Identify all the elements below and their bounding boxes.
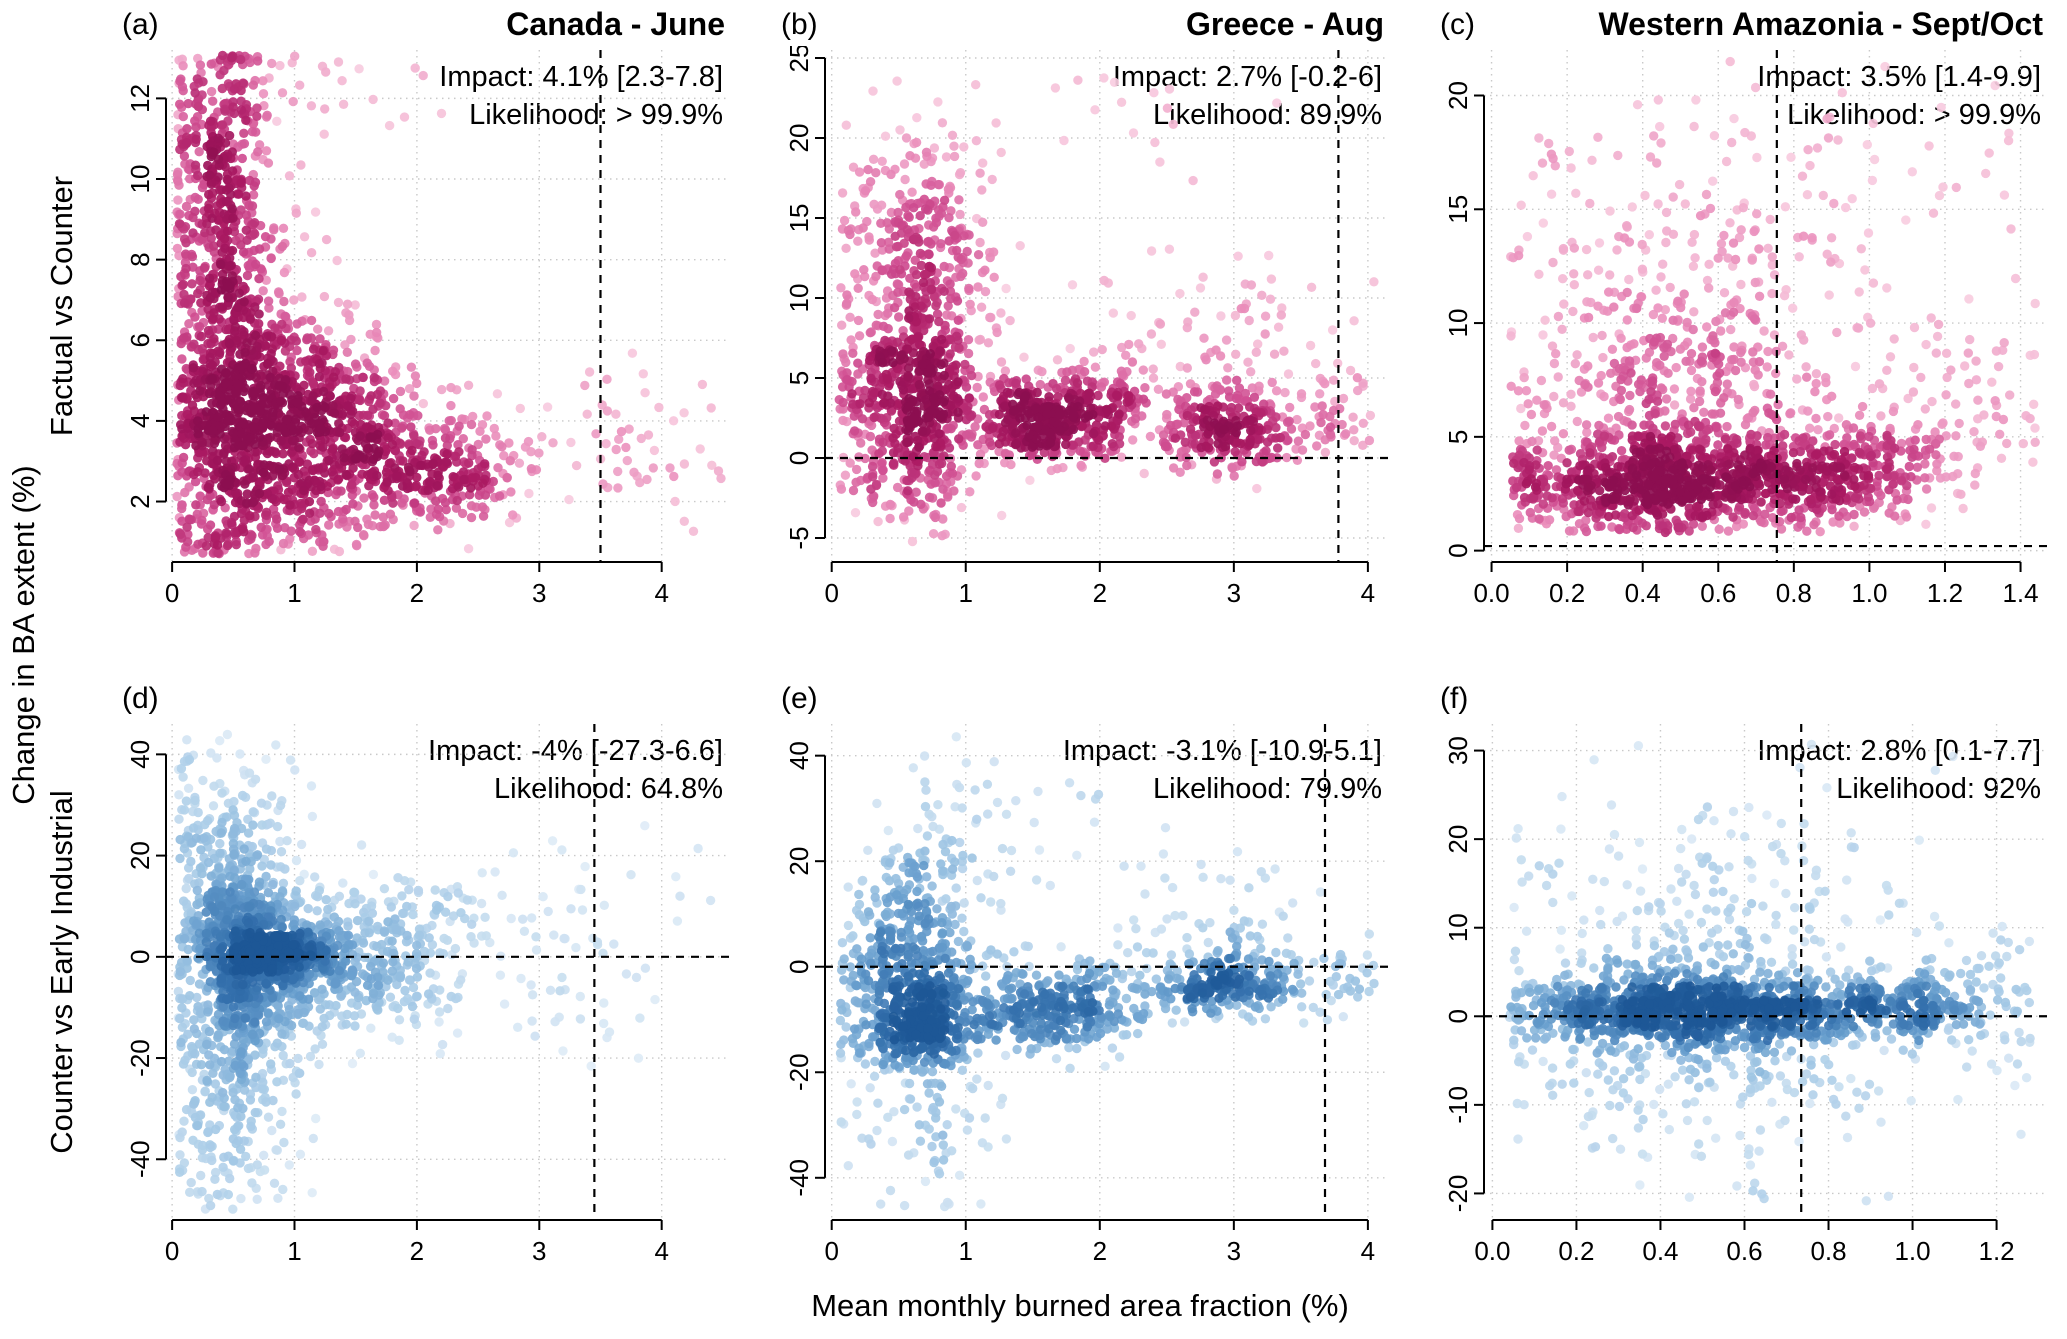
panel-e: (e) Impact: -3.1% [-10.9-5.1] Likelihood… xyxy=(747,680,1406,1276)
svg-text:-5: -5 xyxy=(784,526,814,549)
panel-title: Western Amazonia - Sept/Oct xyxy=(1598,6,2043,42)
svg-text:2: 2 xyxy=(1093,578,1107,608)
svg-text:2: 2 xyxy=(125,494,155,508)
panel-e-header: (e) xyxy=(747,680,1406,720)
svg-text:25: 25 xyxy=(784,46,814,72)
likelihood-annotation: Likelihood: 92% xyxy=(1836,773,2041,805)
panel-b-annotation: Impact: 2.7% [-0.2-6] Likelihood: 89.9% xyxy=(1113,58,1382,134)
panel-f-annotation: Impact: 2.8% [0.1-7.7] Likelihood: 92% xyxy=(1757,732,2041,808)
svg-text:20: 20 xyxy=(784,124,814,153)
impact-annotation: Impact: 4.1% [2.3-7.8] xyxy=(439,61,723,93)
panel-b-header: (b) Greece - Aug xyxy=(747,6,1406,46)
likelihood-annotation: Likelihood: 89.9% xyxy=(1153,99,1382,131)
svg-text:10: 10 xyxy=(125,165,155,194)
impact-annotation: Impact: -3.1% [-10.9-5.1] xyxy=(1062,735,1382,767)
impact-annotation: Impact: 2.7% [-0.2-6] xyxy=(1112,61,1382,93)
panel-label: (e) xyxy=(781,682,818,715)
svg-text:12: 12 xyxy=(125,84,155,113)
svg-text:1: 1 xyxy=(287,578,301,608)
svg-text:4: 4 xyxy=(125,414,155,428)
panel-a-annotation: Impact: 4.1% [2.3-7.8] Likelihood: > 99.… xyxy=(439,58,723,134)
panel-label: (d) xyxy=(122,682,159,715)
svg-text:3: 3 xyxy=(1227,578,1241,608)
likelihood-annotation: Likelihood: > 99.9% xyxy=(469,99,723,131)
svg-text:0: 0 xyxy=(165,578,179,608)
panel-e-annotation: Impact: -3.1% [-10.9-5.1] Likelihood: 79… xyxy=(1063,732,1382,808)
svg-text:1: 1 xyxy=(959,578,973,608)
y-axis-outer-label: Change in BA extent (%) xyxy=(6,465,41,805)
impact-annotation: Impact: -4% [-27.3-6.6] xyxy=(428,735,723,767)
svg-text:5: 5 xyxy=(784,371,814,385)
panel-label: (f) xyxy=(1440,682,1469,715)
panel-a-header: (a) Canada - June xyxy=(88,6,747,46)
svg-text:8: 8 xyxy=(125,252,155,266)
likelihood-annotation: Likelihood: 64.8% xyxy=(494,773,723,805)
x-axis-label: Mean monthly burned area fraction (%) xyxy=(811,1288,1349,1323)
panel-label: (c) xyxy=(1440,8,1475,41)
panel-c-header: (c) Western Amazonia - Sept/Oct xyxy=(1406,6,2065,46)
svg-text:6: 6 xyxy=(125,333,155,347)
svg-text:4: 4 xyxy=(654,578,668,608)
svg-text:0: 0 xyxy=(824,578,838,608)
svg-text:15: 15 xyxy=(784,204,814,233)
svg-text:3: 3 xyxy=(532,578,546,608)
panel-label: (a) xyxy=(122,8,159,41)
panel-title: Canada - June xyxy=(506,6,725,42)
panel-f-header: (f) xyxy=(1406,680,2065,720)
row-label-top: Factual vs Counter xyxy=(44,175,79,437)
row-label-bottom: Counter vs Early Industrial xyxy=(44,790,79,1154)
panel-label: (b) xyxy=(781,8,818,41)
panel-d-header: (d) xyxy=(88,680,747,720)
panel-d-annotation: Impact: -4% [-27.3-6.6] Likelihood: 64.8… xyxy=(428,732,723,808)
panel-b: (b) Greece - Aug Impact: 2.7% [-0.2-6] L… xyxy=(747,6,1406,618)
panel-title: Greece - Aug xyxy=(1186,6,1384,42)
likelihood-annotation: Likelihood: 79.9% xyxy=(1153,773,1382,805)
svg-text:10: 10 xyxy=(784,284,814,313)
panel-d: (d) Impact: -4% [-27.3-6.6] Likelihood: … xyxy=(88,680,747,1276)
panel-a: (a) Canada - June Impact: 4.1% [2.3-7.8]… xyxy=(88,6,747,618)
svg-text:4: 4 xyxy=(1361,578,1375,608)
panel-c: (c) Western Amazonia - Sept/Oct Impact: … xyxy=(1406,6,2065,618)
panel-f: (f) Impact: 2.8% [0.1-7.7] Likelihood: 9… xyxy=(1406,680,2065,1276)
panel-b-plot: -5 0 5 10 15 20 25 0 1 2 3 4 xyxy=(784,46,1388,608)
svg-text:2: 2 xyxy=(410,578,424,608)
svg-text:0: 0 xyxy=(784,451,814,465)
